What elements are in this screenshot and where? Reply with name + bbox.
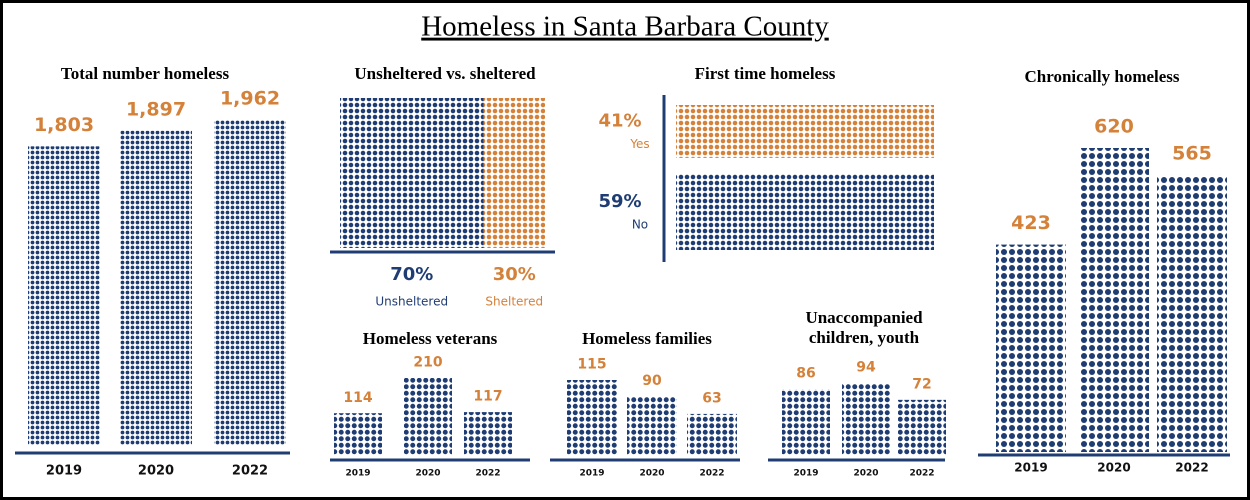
category-label: Unsheltered (375, 295, 448, 309)
dot-bar (898, 399, 946, 455)
waffle-block (483, 98, 545, 248)
value-label: 565 (1172, 143, 1212, 165)
dot-bar (334, 413, 382, 455)
value-label: 1,897 (126, 98, 186, 120)
dot-bar (676, 173, 934, 250)
category-label: Sheltered (485, 295, 543, 309)
dot-bar (687, 413, 737, 455)
dot-bar (404, 378, 452, 455)
chart-title: Unaccompanied children, youth (805, 308, 923, 347)
x-tick-label: 2022 (699, 469, 724, 479)
x-tick-label: 2019 (579, 469, 604, 479)
dot-bar (782, 389, 830, 455)
category-label: No (632, 217, 648, 231)
value-label: 115 (577, 357, 606, 373)
x-tick-label: 2020 (1097, 461, 1130, 475)
dot-bar (996, 244, 1066, 452)
value-label: 86 (796, 366, 815, 382)
value-label: 90 (642, 373, 662, 389)
value-label: 620 (1094, 116, 1134, 138)
page-title: Homeless in Santa Barbara County (421, 11, 829, 43)
x-tick-label: 2019 (793, 469, 818, 479)
x-tick-label: 2020 (639, 469, 664, 479)
x-tick-label: 2019 (46, 464, 82, 479)
dot-bar (120, 130, 192, 445)
value-label: 59% (598, 191, 641, 212)
dot-bar (676, 105, 934, 158)
chart-title: Homeless veterans (363, 329, 498, 348)
chart-title: Unsheltered vs. sheltered (354, 64, 536, 83)
value-label: 423 (1011, 212, 1051, 234)
waffle-block (340, 98, 484, 248)
value-label: 117 (473, 389, 502, 405)
chart-title: Homeless families (582, 329, 712, 348)
x-tick-label: 2019 (1014, 461, 1047, 475)
value-label: 210 (413, 355, 442, 371)
value-label: 41% (598, 110, 641, 131)
x-tick-label: 2022 (1175, 461, 1208, 475)
dot-bar (1079, 148, 1149, 452)
dot-bar (567, 380, 617, 455)
dot-bar (28, 146, 100, 445)
dot-bar (842, 383, 890, 455)
value-label: 63 (702, 391, 721, 407)
value-label: 1,803 (34, 114, 94, 136)
chart-title-box: Unaccompanied children, youth (805, 308, 923, 347)
x-tick-label: 2020 (138, 464, 174, 479)
value-label: 72 (912, 376, 931, 392)
x-tick-label: 2022 (232, 464, 268, 479)
dot-bar (464, 412, 512, 455)
value-label: 114 (343, 390, 372, 406)
x-tick-label: 2019 (345, 469, 370, 479)
x-tick-label: 2020 (853, 469, 878, 479)
chart-title: Chronically homeless (1024, 67, 1179, 86)
x-tick-label: 2022 (909, 469, 934, 479)
dot-bar (1157, 174, 1227, 452)
dot-bar (214, 120, 286, 445)
category-label: Yes (629, 137, 649, 151)
value-label: 94 (856, 360, 876, 376)
chart-title: First time homeless (695, 64, 836, 83)
chart-title: Total number homeless (61, 64, 230, 83)
value-label: 30% (493, 264, 536, 285)
value-label: 70% (390, 264, 433, 285)
x-tick-label: 2020 (415, 469, 440, 479)
value-label: 1,962 (220, 88, 280, 110)
dot-bar (627, 396, 677, 455)
x-tick-label: 2022 (475, 469, 500, 479)
